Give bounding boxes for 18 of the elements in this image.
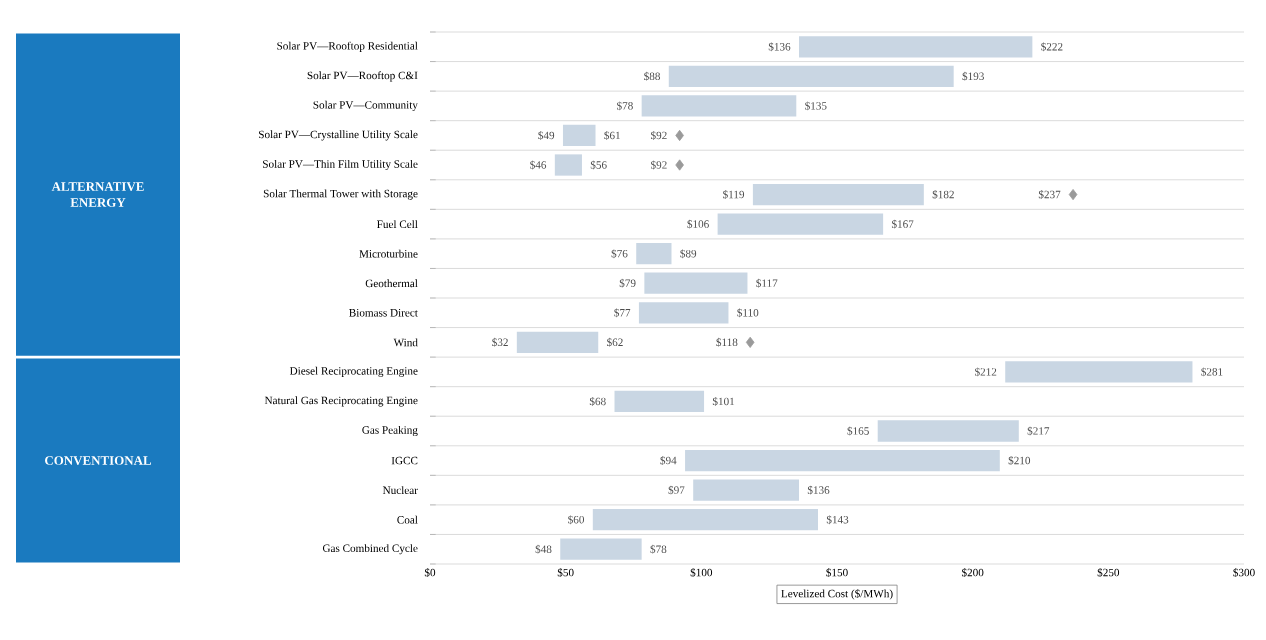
bar xyxy=(877,420,1019,442)
bar xyxy=(685,449,1000,472)
bar xyxy=(668,65,954,87)
bar xyxy=(717,213,884,235)
bar xyxy=(592,509,819,531)
bar xyxy=(752,183,924,206)
bar xyxy=(636,243,672,265)
bar xyxy=(1005,361,1193,383)
bar xyxy=(644,272,748,294)
bar xyxy=(516,331,599,353)
bar xyxy=(799,36,1033,58)
bar xyxy=(641,95,797,117)
bar xyxy=(554,154,582,176)
bar xyxy=(693,479,800,501)
bar xyxy=(614,390,705,413)
bar xyxy=(562,124,596,147)
bar xyxy=(560,538,642,560)
bar xyxy=(638,302,729,324)
